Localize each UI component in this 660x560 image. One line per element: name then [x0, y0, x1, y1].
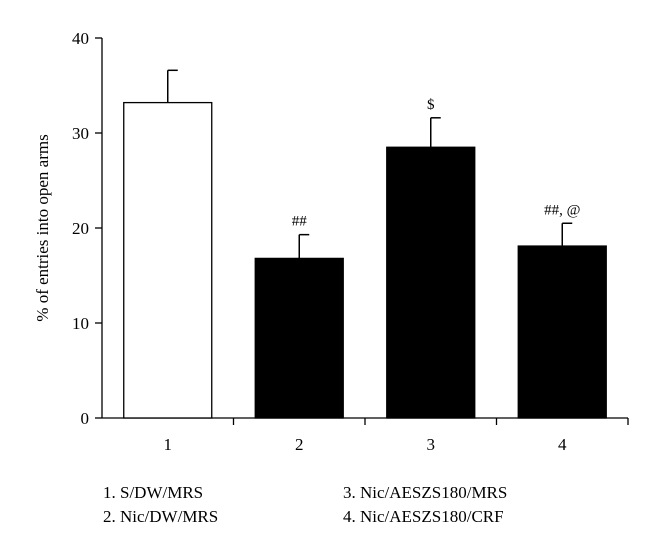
y-tick-label-40: 40	[72, 29, 89, 48]
x-tick-label-3: 3	[427, 435, 436, 454]
x-tick-label-2: 2	[295, 435, 304, 454]
legend-item-4: 4. Nic/AESZS180/CRF	[343, 507, 504, 526]
bar-4	[517, 245, 607, 419]
x-tick-label-4: 4	[558, 435, 567, 454]
legend-item-3: 3. Nic/AESZS180/MRS	[343, 483, 507, 502]
y-tick-label-20: 20	[72, 219, 89, 238]
y-tick-label-0: 0	[81, 409, 90, 428]
y-tick-label-30: 30	[72, 124, 89, 143]
bar-2	[254, 257, 344, 419]
bar-1	[123, 101, 213, 419]
bars	[123, 69, 607, 419]
annotation-2: ##	[292, 214, 308, 230]
y-axis-title: % of entries into open arms	[33, 134, 52, 321]
y-tick-label-10: 10	[72, 314, 89, 333]
legend-item-1: 1. S/DW/MRS	[103, 483, 203, 502]
x-tick-label-1: 1	[164, 435, 173, 454]
annotations: ## $ ##, @	[292, 97, 581, 230]
annotation-4: ##, @	[544, 202, 581, 218]
legend-item-2: 2. Nic/DW/MRS	[103, 507, 218, 526]
x-axis: 1 2 3 4	[102, 417, 629, 454]
legend: 1. S/DW/MRS 2. Nic/DW/MRS 3. Nic/AESZS18…	[103, 483, 507, 526]
annotation-3: $	[427, 97, 435, 113]
bar-3	[386, 146, 476, 419]
y-axis: 0 10 20 30 40	[72, 29, 103, 428]
